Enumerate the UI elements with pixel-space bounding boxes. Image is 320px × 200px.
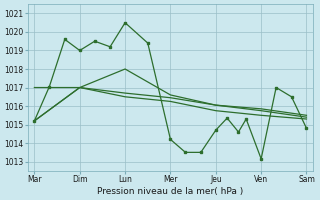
X-axis label: Pression niveau de la mer( hPa ): Pression niveau de la mer( hPa ) bbox=[97, 187, 244, 196]
